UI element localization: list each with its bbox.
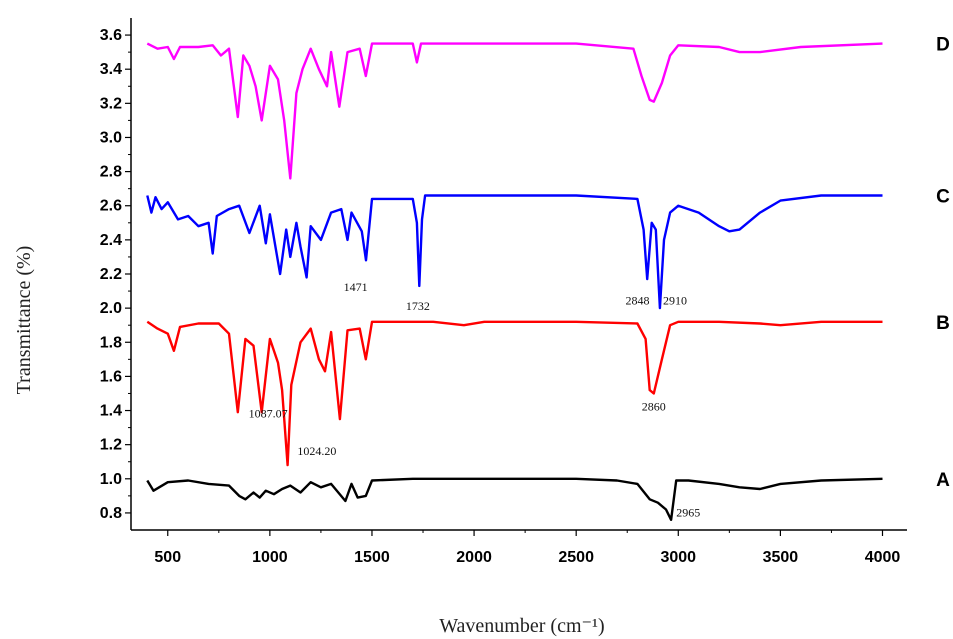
peak-label: 1732 bbox=[406, 299, 430, 313]
series-line-d bbox=[146, 42, 883, 180]
peak-label: 2848 bbox=[625, 294, 649, 308]
x-tick-label: 4000 bbox=[865, 549, 901, 566]
series-label-a: A bbox=[936, 470, 950, 491]
y-tick-label: 1.2 bbox=[100, 437, 122, 454]
y-tick-label: 3.6 bbox=[100, 27, 122, 44]
x-tick-label: 1000 bbox=[252, 549, 288, 566]
peak-label: 1024.20 bbox=[297, 444, 336, 458]
series-label-b: B bbox=[936, 313, 950, 334]
peak-label: 1471 bbox=[344, 280, 368, 294]
y-tick-label: 1.8 bbox=[100, 334, 122, 351]
y-tick-label: 2.4 bbox=[100, 232, 122, 249]
y-tick-label: 1.0 bbox=[100, 471, 122, 488]
x-tick-label: 1500 bbox=[354, 549, 390, 566]
series-line-c bbox=[146, 194, 883, 310]
x-tick-label: 500 bbox=[154, 549, 181, 566]
y-tick-label: 3.2 bbox=[100, 95, 122, 112]
series-labels: A B C D bbox=[936, 35, 950, 491]
tick-marks: 0.8 1.0 1.2 1.4 1.6 1.8 2.0 2.2 2.4 2.6 2.8 3.0 3.2 3… bbox=[100, 27, 901, 566]
y-tick-label: 2.2 bbox=[100, 266, 122, 283]
y-axis-title: Transmittance (%) bbox=[13, 246, 35, 395]
y-tick-label: 3.4 bbox=[100, 61, 122, 78]
axes bbox=[130, 18, 907, 531]
peak-label: 2910 bbox=[663, 294, 687, 308]
peak-label: 2965 bbox=[676, 505, 700, 519]
x-tick-label: 2000 bbox=[456, 549, 492, 566]
series-label-c: C bbox=[936, 186, 950, 207]
series-line-a bbox=[146, 477, 883, 521]
series-lines bbox=[146, 42, 883, 521]
y-tick-label: 1.6 bbox=[100, 368, 122, 385]
series-label-d: D bbox=[936, 35, 950, 56]
x-axis-title: Wavenumber (cm⁻¹) bbox=[439, 615, 604, 637]
x-tick-label: 2500 bbox=[558, 549, 594, 566]
peak-annotations: 1087.07 1024.20 2860 2965 1471 1732 2848 2910 bbox=[249, 280, 701, 519]
y-tick-label: 0.8 bbox=[100, 505, 122, 522]
y-tick-label: 2.0 bbox=[100, 300, 122, 317]
y-tick-label: 3.0 bbox=[100, 129, 122, 146]
x-tick-label: 3500 bbox=[763, 549, 799, 566]
peak-label: 1087.07 bbox=[249, 406, 288, 420]
y-tick-label: 2.8 bbox=[100, 164, 122, 181]
y-tick-label: 1.4 bbox=[100, 403, 122, 420]
series-line-b bbox=[146, 320, 883, 467]
x-tick-label: 3000 bbox=[660, 549, 696, 566]
peak-label: 2860 bbox=[642, 400, 666, 414]
y-tick-label: 2.6 bbox=[100, 198, 122, 215]
